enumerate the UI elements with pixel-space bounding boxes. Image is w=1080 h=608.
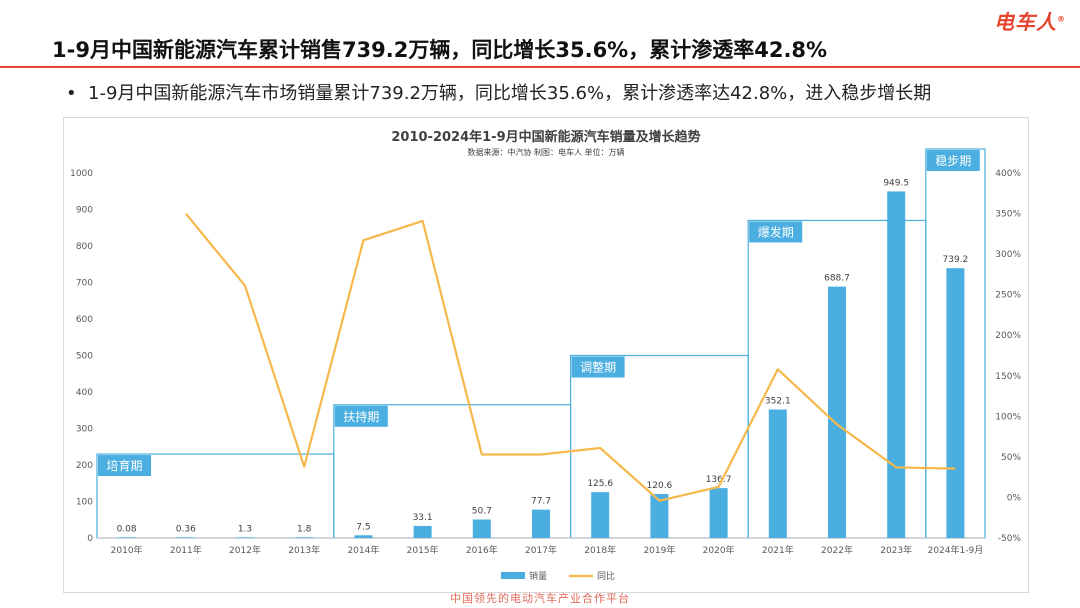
legend-label: 销量 (529, 570, 547, 582)
x-tick-label: 2024年1-9月 (928, 544, 984, 556)
phase-label: 培育期 (106, 458, 142, 473)
y-left-tick-label: 800 (76, 242, 93, 252)
y-left-tick-label: 300 (76, 425, 93, 435)
legend-swatch-bar (501, 572, 525, 579)
bar (176, 537, 195, 538)
phase-label-bg (334, 405, 388, 427)
chart-title: 2010-2024年1-9月中国新能源汽车销量及增长趋势 (391, 129, 700, 145)
x-tick-label: 2016年 (466, 544, 498, 556)
bar-value-label: 352.1 (765, 396, 791, 406)
brand-logo: 电车人® (994, 10, 1066, 34)
sales-trend-chart: 2010-2024年1-9月中国新能源汽车销量及增长趋势 数据来源：中汽协 制图… (70, 129, 1021, 582)
footer-slogan: 中国领先的电动汽车产业合作平台 (450, 592, 630, 605)
bar-value-label: 125.6 (587, 479, 613, 489)
x-tick-label: 2015年 (407, 544, 439, 556)
x-tick-label: 2019年 (643, 544, 675, 556)
bar (591, 492, 610, 538)
phase-label: 稳步期 (935, 153, 971, 168)
bar-value-label: 739.2 (943, 255, 969, 265)
phase-label-bg (98, 455, 151, 477)
y-left-tick-label: 100 (76, 498, 93, 508)
bar (887, 191, 906, 538)
bar-value-label: 0.36 (176, 524, 196, 534)
x-tick-label: 2017年 (525, 544, 557, 556)
bar (117, 537, 136, 538)
bar-series: 0.08 0.36 1.3 1.8 7.5 33.1 50.7 77.7 125.6 120.6 1… (117, 178, 969, 538)
title-divider (0, 66, 1080, 68)
x-tick-label: 2014年 (347, 544, 379, 556)
y-left-tick-label: 200 (76, 461, 93, 471)
x-tick-label: 2023年 (880, 544, 912, 556)
y-left-tick-label: 500 (76, 352, 93, 362)
y-right-tick-label: 350% (995, 210, 1021, 220)
phase-label: 扶持期 (343, 409, 379, 424)
x-tick-label: 2021年 (762, 544, 794, 556)
y-right-tick-label: 200% (995, 331, 1021, 341)
y-right-tick-label: 100% (995, 412, 1021, 422)
y-right-tick-label: 300% (995, 250, 1021, 260)
chart-subtitle: 数据来源：中汽协 制图：电车人 单位：万辆 (467, 147, 624, 157)
chart-legend: 销量 同比 (501, 570, 615, 582)
bar-value-label: 0.08 (117, 524, 137, 534)
phase-label: 调整期 (580, 360, 616, 375)
bar-value-label: 50.7 (472, 506, 492, 516)
y-left-tick-label: 400 (76, 388, 93, 398)
phase-labels: 培育期 扶持期 调整期 爆发期 稳步期 (98, 150, 980, 477)
bar (709, 488, 728, 538)
bar (828, 286, 846, 538)
bar-value-label: 7.5 (356, 522, 370, 532)
y-left-tick-label: 0 (87, 534, 93, 544)
bar-value-label: 1.8 (297, 524, 312, 534)
y-left-tick-label: 600 (76, 315, 93, 325)
bar (946, 268, 965, 538)
y-right-tick-label: 150% (995, 372, 1021, 382)
bar (650, 493, 669, 538)
y-right-tick-label: 250% (995, 291, 1021, 301)
x-tick-label: 2022年 (821, 544, 853, 556)
bar (236, 537, 254, 538)
chart-container: 2010-2024年1-9月中国新能源汽车销量及增长趋势 数据来源：中汽协 制图… (63, 117, 1029, 593)
bar-value-label: 949.5 (883, 178, 909, 188)
bar (413, 525, 432, 538)
bar-value-label: 136.7 (706, 475, 732, 485)
bullet-icon: • (66, 83, 77, 104)
yoy-line (184, 212, 956, 502)
bar (532, 509, 550, 538)
bar-value-label: 1.3 (238, 524, 252, 534)
y-left-tick-label: 1000 (70, 169, 93, 179)
bar-value-label: 688.7 (824, 274, 850, 284)
bar (354, 535, 373, 538)
x-tick-label: 2018年 (584, 544, 616, 556)
page-title: 1-9月中国新能源汽车累计销售739.2万辆，同比增长35.6%，累计渗透率42… (52, 38, 828, 62)
y-left-tick-label: 700 (76, 279, 93, 289)
y-right-tick-label: -50% (998, 534, 1022, 544)
x-tick-label: 2011年 (170, 544, 202, 556)
x-tick-label: 2010年 (111, 544, 143, 556)
phase-label-bg (571, 356, 625, 378)
x-tick-label: 2013年 (288, 544, 320, 556)
bar-value-label: 33.1 (413, 513, 433, 523)
phase-label-bg (926, 150, 980, 171)
bar-value-label: 77.7 (531, 497, 551, 507)
legend-label: 同比 (597, 570, 615, 582)
y-right-tick-label: 400% (995, 169, 1021, 179)
chart-axes: 0 100 200 300 400 500 600 700 800 900 1000 -50% 0% 50… (70, 169, 1021, 556)
bullet-point: • 1-9月中国新能源汽车市场销量累计739.2万辆，同比增长35.6%，累计渗透… (66, 79, 931, 105)
phase-label-bg (749, 221, 803, 243)
phase-boxes (96, 148, 986, 539)
y-right-tick-label: 0% (1007, 493, 1022, 503)
y-right-tick-label: 50% (1001, 453, 1021, 463)
y-left-tick-label: 900 (76, 206, 93, 216)
x-tick-label: 2020年 (703, 544, 735, 556)
x-tick-label: 2012年 (229, 544, 261, 556)
bar (295, 537, 314, 538)
phase-label: 爆发期 (758, 224, 794, 239)
bar-value-label: 120.6 (647, 481, 673, 491)
bar (472, 519, 491, 538)
bar (768, 409, 787, 538)
line-series (184, 212, 956, 502)
bullet-text: 1-9月中国新能源汽车市场销量累计739.2万辆，同比增长35.6%，累计渗透率… (88, 83, 932, 104)
